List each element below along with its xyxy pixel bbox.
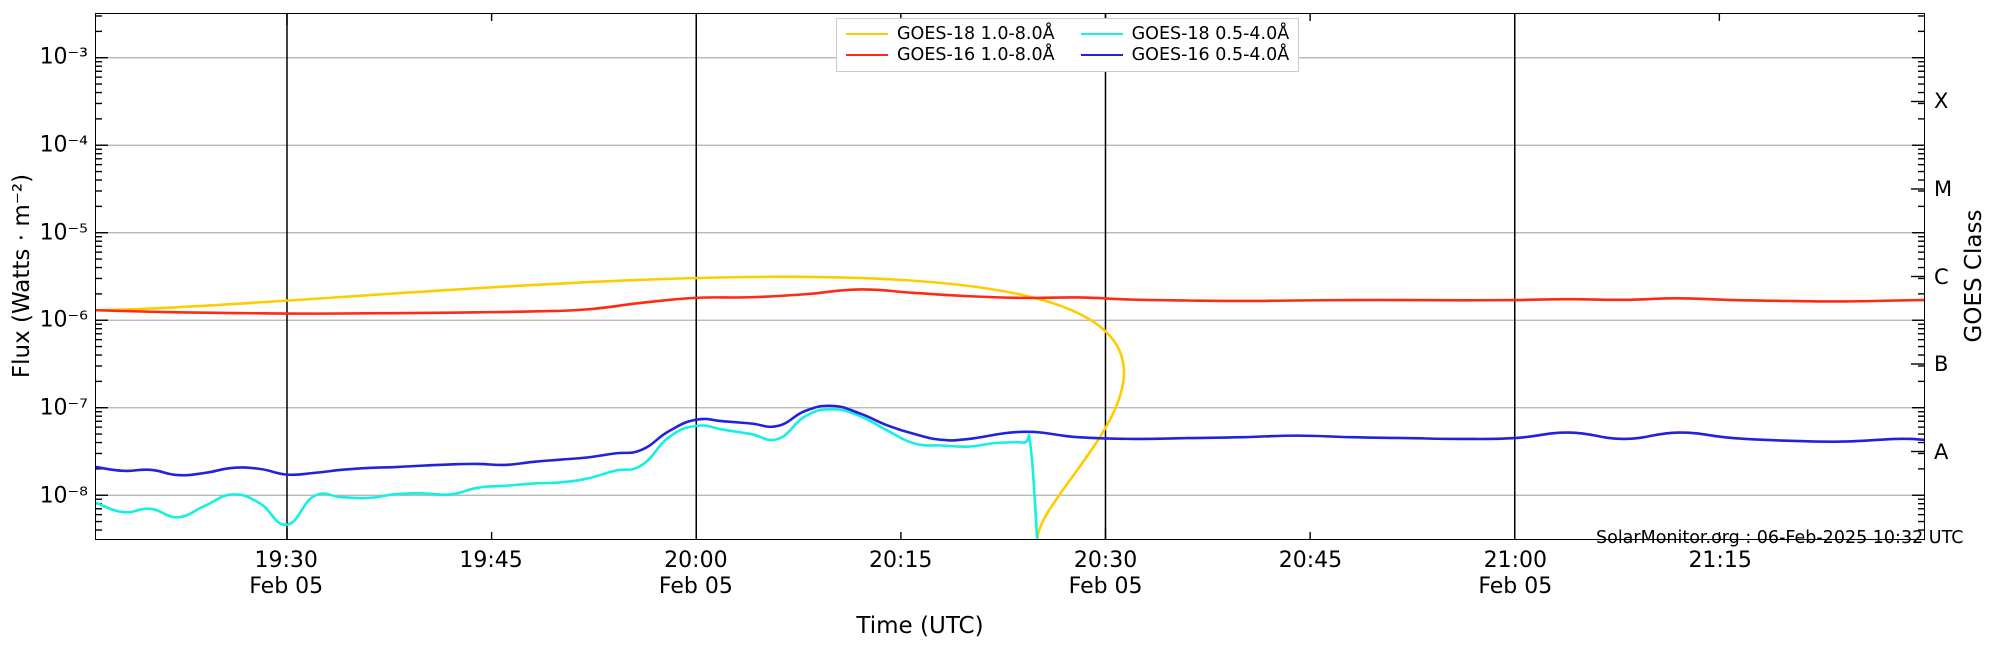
x-tick-label-group: 21:15 — [1688, 548, 1751, 574]
x-tick-time: 20:00 — [664, 548, 728, 573]
goes-class-label-m: M — [1934, 176, 1953, 201]
legend-label: GOES-16 0.5-4.0Å — [1131, 45, 1290, 65]
y-axis-label: Flux (Watts · m⁻²) — [9, 173, 35, 379]
x-tick-date: Feb 05 — [658, 574, 733, 599]
x-tick-label-group: 20:30 Feb 05 — [1069, 548, 1143, 600]
goes-class-label-x: X — [1934, 88, 1949, 113]
plot-canvas — [96, 14, 1924, 539]
watermark-credit: SolarMonitor.org : 06-Feb-2025 10:32 UTC — [1596, 528, 1964, 548]
legend-entry: GOES-18 1.0-8.0Å — [846, 24, 1055, 44]
x-axis-label: Time (UTC) — [856, 613, 984, 639]
series-line-goes-16-0-5-4-0 — [96, 404, 1924, 477]
y-tick-label: 10⁻⁴ — [39, 132, 88, 158]
series-line-goes-18-0-5-4-0 — [96, 407, 1039, 539]
series-line-goes-16-1-0-8-0 — [96, 288, 1924, 315]
legend-label: GOES-18 1.0-8.0Å — [897, 24, 1055, 44]
legend-color-swatch — [846, 33, 888, 35]
legend-color-swatch — [1080, 54, 1123, 56]
legend-entry: GOES-16 0.5-4.0Å — [1080, 45, 1290, 65]
plot-area — [95, 13, 1925, 540]
y-axis-tick-labels: 10⁻³ 10⁻⁴ 10⁻⁵ 10⁻⁶ 10⁻⁷ 10⁻⁸ — [0, 0, 88, 650]
legend-entry: GOES-16 1.0-8.0Å — [846, 45, 1055, 65]
series-line-goes-18-1-0-8-0 — [96, 275, 1126, 539]
x-tick-date: Feb 05 — [1478, 574, 1553, 599]
x-tick-time: 20:15 — [869, 548, 933, 573]
x-tick-date: Feb 05 — [1068, 574, 1143, 599]
x-tick-label-group: 21:00 Feb 05 — [1478, 548, 1552, 600]
legend: GOES-18 1.0-8.0Å GOES-18 0.5-4.0Å GOES-16 … — [836, 18, 1300, 72]
x-tick-label-group: 20:00 Feb 05 — [659, 548, 733, 600]
legend-label: GOES-18 0.5-4.0Å — [1131, 24, 1290, 44]
x-tick-label-group: 20:45 — [1279, 548, 1342, 574]
x-tick-label-group: 19:45 — [459, 548, 522, 574]
y-tick-label: 10⁻⁵ — [39, 220, 88, 246]
x-tick-label-group: 19:30 Feb 05 — [249, 548, 323, 600]
legend-color-swatch — [1080, 33, 1123, 35]
goes-class-label-c: C — [1934, 264, 1949, 289]
x-tick-time: 19:30 — [254, 548, 318, 573]
x-tick-time: 20:45 — [1278, 548, 1343, 573]
x-tick-time: 20:30 — [1073, 548, 1138, 573]
x-tick-label-group: 20:15 — [869, 548, 932, 574]
y-tick-label: 10⁻⁸ — [39, 483, 88, 509]
legend-label: GOES-16 1.0-8.0Å — [897, 45, 1055, 65]
legend-entry: GOES-18 0.5-4.0Å — [1080, 24, 1290, 44]
legend-color-swatch — [846, 54, 888, 56]
right-axis-label: GOES Class — [1961, 209, 1987, 343]
goes-class-label-b: B — [1934, 352, 1949, 377]
goes-class-label-a: A — [1934, 440, 1949, 465]
x-tick-time: 21:15 — [1688, 548, 1752, 573]
y-tick-label: 10⁻³ — [39, 44, 88, 70]
x-tick-date: Feb 05 — [249, 574, 324, 599]
y-tick-label: 10⁻⁶ — [39, 307, 88, 333]
x-tick-time: 21:00 — [1483, 548, 1547, 573]
y-tick-label: 10⁻⁷ — [39, 395, 88, 421]
x-tick-time: 19:45 — [459, 548, 523, 573]
